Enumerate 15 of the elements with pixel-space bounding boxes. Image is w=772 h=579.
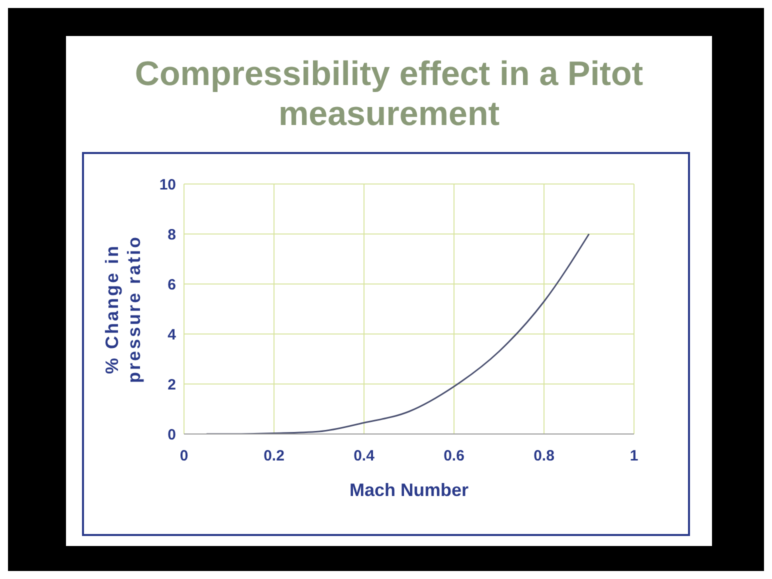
y-tick-label: 0 xyxy=(168,426,176,444)
y-tick-label: 4 xyxy=(168,326,177,344)
x-tick-label: 0.6 xyxy=(444,448,464,465)
x-tick-label: 0.8 xyxy=(534,448,554,465)
x-tick-label: 1 xyxy=(630,448,638,465)
x-axis-title: Mach Number xyxy=(349,480,469,500)
x-tick-label: 0 xyxy=(180,448,188,465)
y-tick-label: 6 xyxy=(168,276,176,294)
x-tick-label: 0.4 xyxy=(354,448,376,465)
y-tick-label: 2 xyxy=(168,376,176,394)
y-tick-label: 10 xyxy=(159,176,176,194)
y-tick-label: 8 xyxy=(168,226,176,244)
y-axis-title: % Change in pressure ratio xyxy=(102,234,144,384)
chart-title: Compressibility effect in a Pitot measurement xyxy=(134,54,644,134)
x-tick-label: 0.2 xyxy=(264,448,284,465)
